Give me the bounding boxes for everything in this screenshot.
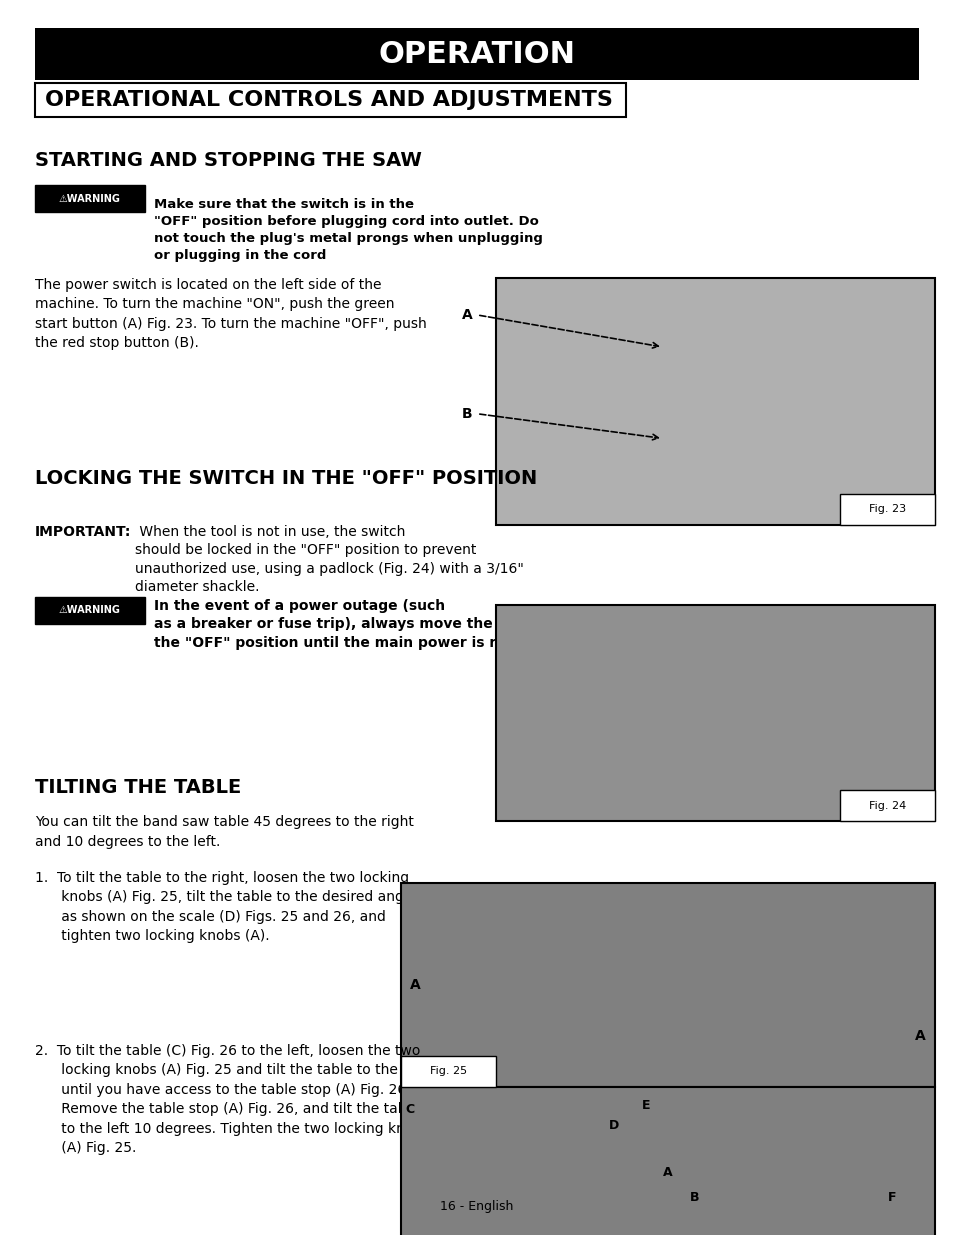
Text: Make sure that the switch is in the
"OFF" position before plugging cord into out: Make sure that the switch is in the "OFF…: [154, 198, 542, 262]
Text: Fig. 25: Fig. 25: [430, 1066, 466, 1077]
Text: C: C: [405, 1103, 415, 1116]
Text: IMPORTANT:: IMPORTANT:: [35, 525, 132, 538]
Text: A: A: [914, 1029, 924, 1042]
Text: D: D: [609, 1119, 618, 1131]
Text: ⚠WARNING: ⚠WARNING: [59, 605, 121, 615]
Text: A: A: [662, 1166, 672, 1179]
Bar: [839, 494, 934, 525]
Text: A: A: [410, 978, 420, 992]
Text: TILTING THE TABLE: TILTING THE TABLE: [35, 778, 241, 797]
Bar: [35, 185, 145, 212]
Text: In the event of a power outage (such
as a breaker or fuse trip), always move the: In the event of a power outage (such as …: [154, 599, 569, 650]
Text: STARTING AND STOPPING THE SAW: STARTING AND STOPPING THE SAW: [35, 151, 421, 169]
Bar: [35, 597, 145, 624]
Bar: [35, 83, 626, 117]
Bar: [400, 1087, 934, 1235]
Bar: [839, 790, 934, 821]
Text: You can tilt the band saw table 45 degrees to the right
and 10 degrees to the le: You can tilt the band saw table 45 degre…: [35, 815, 414, 848]
Text: OPERATIONAL CONTROLS AND ADJUSTMENTS: OPERATIONAL CONTROLS AND ADJUSTMENTS: [45, 90, 612, 110]
Text: LOCKING THE SWITCH IN THE "OFF" POSITION: LOCKING THE SWITCH IN THE "OFF" POSITION: [35, 469, 537, 488]
Bar: [496, 605, 934, 821]
Text: When the tool is not in use, the switch
should be locked in the "OFF" position t: When the tool is not in use, the switch …: [135, 525, 523, 594]
Text: E: E: [641, 1099, 650, 1113]
Bar: [400, 883, 934, 1087]
Text: B: B: [461, 406, 473, 421]
Text: The power switch is located on the left side of the
machine. To turn the machine: The power switch is located on the left …: [35, 278, 426, 351]
Text: Fig. 23: Fig. 23: [868, 504, 904, 515]
Text: B: B: [689, 1192, 699, 1204]
Text: 2.  To tilt the table (C) Fig. 26 to the left, loosen the two
      locking knob: 2. To tilt the table (C) Fig. 26 to the …: [35, 1044, 435, 1155]
Bar: [35, 28, 918, 80]
Text: ⚠WARNING: ⚠WARNING: [59, 194, 121, 204]
Bar: [400, 1056, 496, 1087]
Text: A: A: [461, 308, 473, 322]
Text: 16 - English: 16 - English: [440, 1199, 513, 1213]
Text: Fig. 24: Fig. 24: [867, 800, 905, 811]
Text: F: F: [887, 1192, 896, 1204]
Bar: [496, 278, 934, 525]
Text: OPERATION: OPERATION: [378, 40, 575, 69]
Text: 1.  To tilt the table to the right, loosen the two locking
      knobs (A) Fig. : 1. To tilt the table to the right, loose…: [35, 871, 416, 944]
